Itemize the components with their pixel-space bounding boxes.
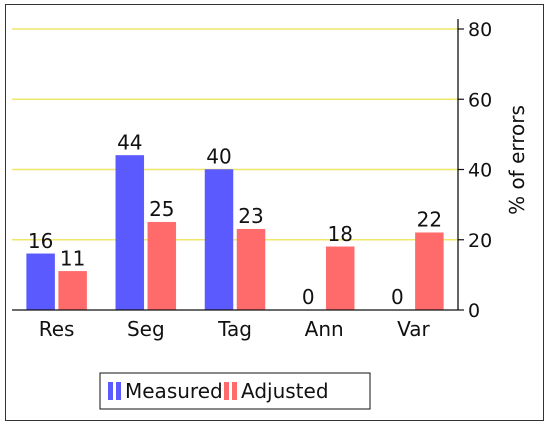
- data-label: 22: [417, 208, 442, 232]
- axes: [12, 19, 464, 311]
- bar-adjusted-seg: [147, 221, 177, 311]
- legend-swatch: [224, 382, 229, 400]
- data-label: 11: [60, 246, 85, 270]
- bar-adjusted-var: [415, 232, 444, 311]
- y-tick-label: 80: [468, 19, 492, 41]
- bar-measured-seg: [115, 155, 145, 311]
- legend-label: Adjusted: [241, 379, 329, 403]
- x-tick-label: Ann: [305, 317, 344, 341]
- x-tick-label: Res: [39, 317, 75, 341]
- x-tick-label: Tag: [217, 317, 252, 341]
- legend-swatch: [108, 382, 113, 400]
- legend-swatch: [232, 382, 237, 400]
- x-tick-label: Seg: [127, 317, 165, 341]
- labels: 0 20 40 60 80 16 11 Res 44 25 Seg 40 23 Tag 0 18 Ann 0 22 V…: [28, 19, 492, 341]
- legend-swatch: [116, 382, 121, 400]
- legend-label: Measured: [125, 379, 223, 403]
- data-label: 40: [206, 145, 231, 169]
- data-label: 18: [327, 222, 352, 246]
- y-axis-title: % of errors: [505, 105, 529, 215]
- grid-lines: [12, 28, 458, 241]
- bar-adjusted-tag: [236, 228, 266, 311]
- y-tick-label: 60: [468, 89, 492, 111]
- y-tick-label: 20: [468, 230, 492, 252]
- data-label: 0: [391, 285, 404, 309]
- data-label: 0: [302, 285, 315, 309]
- data-label: 44: [117, 130, 142, 154]
- x-tick-label: Var: [397, 317, 430, 341]
- bar-adjusted-res: [58, 271, 87, 311]
- y-tick-label: 40: [468, 160, 492, 182]
- data-label: 23: [238, 204, 263, 228]
- bar-measured-res: [26, 253, 55, 311]
- legend: Measured Adjusted: [99, 372, 371, 410]
- chart-frame: [5, 4, 544, 421]
- bar-measured-tag: [204, 169, 234, 311]
- bar-adjusted-ann: [325, 246, 355, 311]
- y-tick-label: 0: [468, 300, 480, 322]
- bars: [26, 155, 444, 311]
- data-label: 25: [149, 197, 174, 221]
- data-label: 16: [28, 229, 53, 253]
